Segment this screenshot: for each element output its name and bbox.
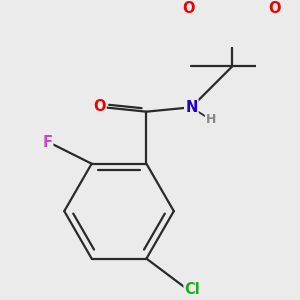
Text: O: O — [182, 1, 195, 16]
Text: O: O — [93, 99, 106, 114]
Text: Cl: Cl — [184, 282, 200, 297]
Text: H: H — [206, 113, 216, 126]
Text: O: O — [268, 1, 281, 16]
Text: N: N — [185, 100, 197, 115]
Text: F: F — [42, 135, 52, 150]
